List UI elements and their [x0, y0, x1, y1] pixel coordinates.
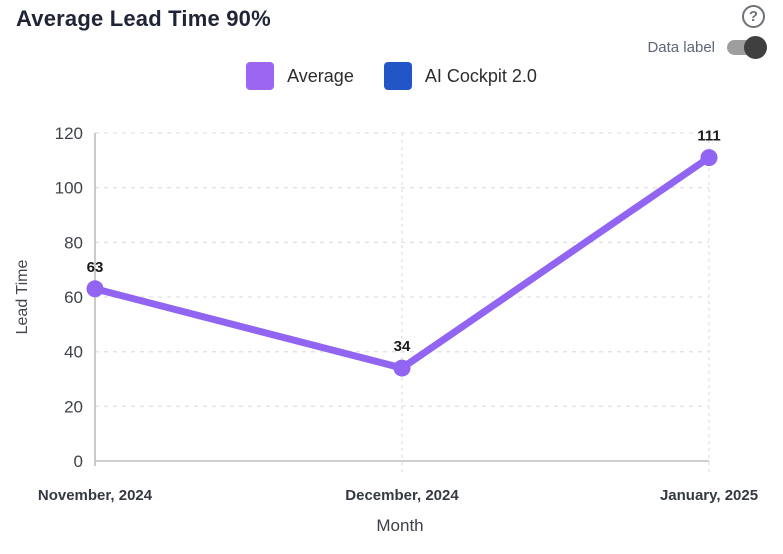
- data-point[interactable]: [86, 280, 104, 298]
- x-axis-category-label: November, 2024: [38, 487, 153, 504]
- y-axis-tick-label: 20: [64, 397, 83, 416]
- data-point[interactable]: [700, 149, 718, 167]
- chart-legend: Average AI Cockpit 2.0: [0, 62, 783, 90]
- data-label-control: Data label: [647, 36, 767, 59]
- legend-label-average: Average: [287, 65, 354, 86]
- legend-label-ai-cockpit: AI Cockpit 2.0: [424, 65, 537, 86]
- x-axis-category-label: January, 2025: [660, 487, 758, 504]
- data-point[interactable]: [393, 359, 411, 377]
- y-axis-tick-label: 40: [64, 343, 83, 362]
- data-label-toggle-label: Data label: [647, 39, 715, 56]
- help-icon-glyph: ?: [748, 8, 759, 25]
- y-axis-tick-label: 100: [55, 179, 83, 198]
- data-point-label: 63: [87, 259, 104, 276]
- x-axis-title: Month: [376, 516, 424, 535]
- y-axis-tick-label: 60: [64, 288, 83, 307]
- data-point-label: 34: [394, 338, 411, 355]
- legend-item-average[interactable]: Average: [246, 62, 354, 90]
- page-title: Average Lead Time 90%: [16, 6, 271, 31]
- toggle-knob: [744, 36, 767, 59]
- y-axis-tick-label: 0: [74, 452, 83, 471]
- line-chart[interactable]: 0 20 40 60 80 100 120 November, 2024 December, 2…: [0, 110, 783, 554]
- help-icon[interactable]: ?: [742, 5, 765, 28]
- y-axis-title: Lead Time: [14, 259, 31, 335]
- data-point-label: 111: [697, 128, 720, 145]
- legend-item-ai-cockpit[interactable]: AI Cockpit 2.0: [383, 62, 537, 90]
- x-axis-category-label: December, 2024: [345, 487, 459, 504]
- y-axis-tick-label: 80: [64, 233, 83, 252]
- legend-swatch-ai-cockpit: [383, 62, 412, 90]
- legend-swatch-average: [246, 62, 275, 90]
- data-label-toggle[interactable]: [727, 36, 767, 59]
- y-axis-tick-label: 120: [55, 124, 83, 143]
